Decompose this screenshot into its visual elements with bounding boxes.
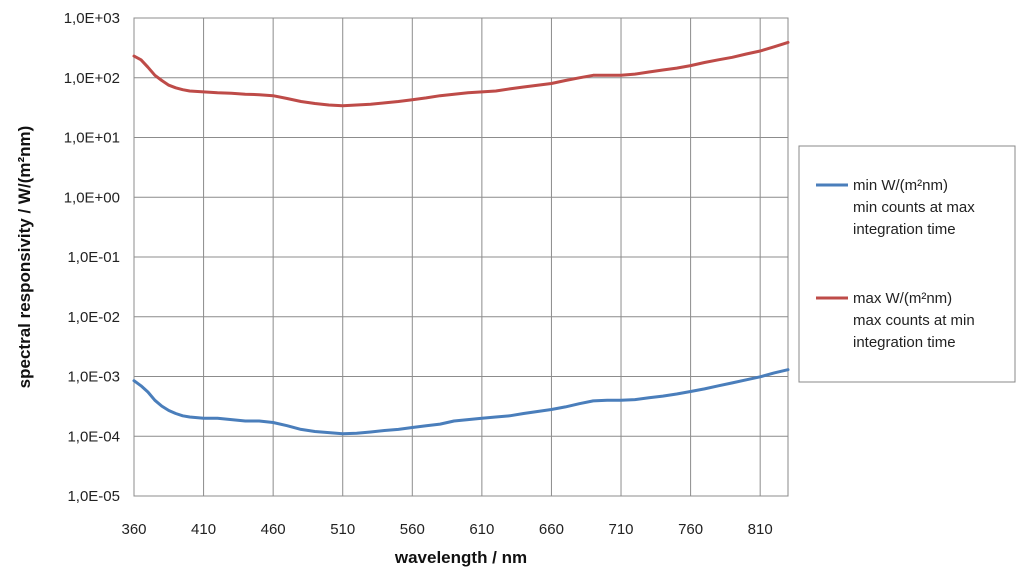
y-tick-label: 1,0E-04 xyxy=(67,428,120,445)
x-tick-label: 360 xyxy=(121,521,146,538)
legend-label: max W/(m²nm) xyxy=(853,290,952,307)
legend-label: min counts at max xyxy=(853,199,975,216)
y-tick-label: 1,0E-05 xyxy=(67,488,120,505)
legend-label: min W/(m²nm) xyxy=(853,177,948,194)
x-tick-label: 610 xyxy=(469,521,494,538)
y-tick-label: 1,0E+03 xyxy=(64,10,120,27)
legend-label: max counts at min xyxy=(853,312,975,329)
legend-label: integration time xyxy=(853,334,956,351)
x-tick-label: 760 xyxy=(678,521,703,538)
y-tick-label: 1,0E+02 xyxy=(64,70,120,87)
y-axis-title: spectral responsivity / W/(m²nm) xyxy=(15,126,34,389)
x-tick-label: 510 xyxy=(330,521,355,538)
x-tick-label: 710 xyxy=(609,521,634,538)
series-line-max xyxy=(132,40,790,108)
y-tick-label: 1,0E-01 xyxy=(67,249,120,266)
x-tick-labels: 360 410 460 510 560 610 660 710 760 810 xyxy=(121,521,772,538)
series-lines xyxy=(132,40,790,436)
legend: min W/(m²nm) min counts at max integration… xyxy=(816,177,975,351)
y-tick-label: 1,0E-02 xyxy=(67,309,120,326)
y-tick-labels: 1,0E-05 1,0E-04 1,0E-03 1,0E-02 1,0E-01 1,0E+… xyxy=(64,10,120,505)
x-tick-label: 410 xyxy=(191,521,216,538)
y-tick-label: 1,0E+00 xyxy=(64,189,120,206)
x-tick-label: 460 xyxy=(261,521,286,538)
legend-label: integration time xyxy=(853,221,956,238)
y-tick-label: 1,0E+01 xyxy=(64,130,120,147)
x-tick-label: 810 xyxy=(748,521,773,538)
series-line-min xyxy=(132,368,790,436)
grid-lines xyxy=(133,17,788,497)
x-tick-label: 560 xyxy=(400,521,425,538)
y-tick-label: 1,0E-03 xyxy=(67,369,120,386)
x-tick-label: 660 xyxy=(539,521,564,538)
x-axis-title: wavelength / nm xyxy=(394,548,527,567)
